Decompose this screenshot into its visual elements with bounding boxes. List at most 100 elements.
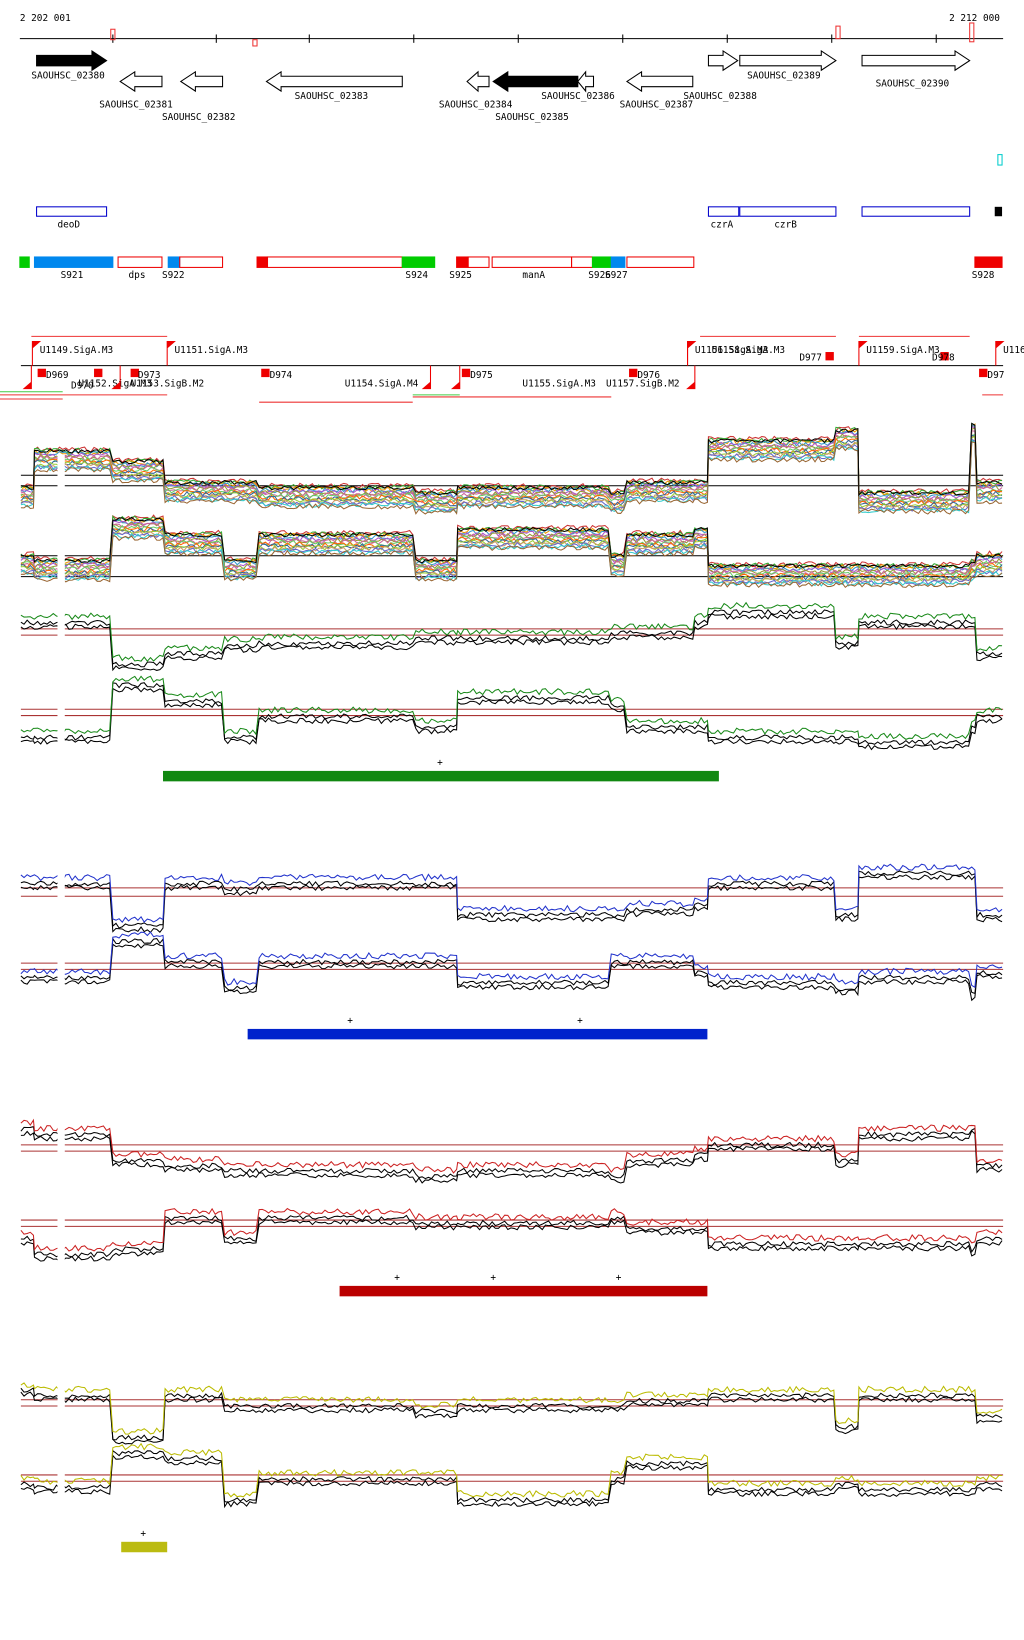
gene-arrow — [119, 70, 163, 93]
signal-line — [20, 1126, 1003, 1180]
signal-line — [20, 435, 1003, 510]
signal-line — [20, 863, 1003, 924]
terminator — [825, 352, 834, 361]
rna-box — [571, 256, 593, 268]
operon-box — [707, 206, 740, 217]
terminator-label: D973 — [138, 370, 161, 381]
signal-line — [20, 1214, 1003, 1258]
rna-label: S927 — [605, 270, 628, 281]
rna-box — [491, 256, 573, 268]
promoter-label: U1151.SigA.M3 — [174, 345, 248, 356]
signal-line — [20, 612, 1003, 672]
signal-line — [20, 528, 1003, 583]
condition-bar — [163, 770, 719, 782]
signal-line — [20, 682, 1003, 747]
signal-line — [20, 1391, 1003, 1445]
gene-label: SAOUHSC_02381 — [99, 100, 173, 111]
gene-arrow — [492, 70, 579, 93]
signal-line — [20, 422, 1003, 496]
terminator-label: D976 — [637, 370, 660, 381]
gap — [57, 1081, 65, 1176]
gene-arrow — [179, 70, 224, 93]
operon-box — [36, 206, 108, 217]
terminator-label: D975 — [470, 370, 493, 381]
promoter-label: U1156.SigA.M3 — [695, 345, 769, 356]
signal-line — [20, 870, 1003, 929]
promoter-label: U1159.SigA.M3 — [866, 345, 940, 356]
rna-box — [401, 256, 436, 268]
rna-box — [467, 256, 490, 268]
gene-arrow — [739, 49, 837, 72]
promoter-flag — [687, 341, 697, 366]
operon-box — [861, 206, 971, 217]
axis-feature — [969, 22, 975, 43]
gene-label: SAOUHSC_02387 — [620, 100, 694, 111]
rna-box — [167, 256, 181, 268]
signal-line — [20, 441, 1003, 515]
promoter-flag — [31, 341, 42, 366]
rna-label: dps — [129, 270, 146, 281]
condition-bar — [247, 1028, 708, 1040]
promoter-label: U1155.SigA.M3 — [522, 378, 596, 389]
operon-box — [994, 206, 1003, 217]
signal-line — [20, 434, 1003, 506]
terminator-label: D978 — [932, 352, 955, 363]
gene-arrow — [625, 70, 694, 93]
gene-label: SAOUHSC_02382 — [162, 112, 236, 123]
promoter-label: U1149.SigA.M3 — [40, 345, 114, 356]
gap — [57, 1342, 65, 1437]
condition-mark: + — [437, 758, 443, 769]
coordinate-start: 2 202 001 — [20, 13, 71, 24]
terminator — [261, 368, 270, 378]
gap — [57, 574, 65, 669]
gene-label: SAOUHSC_02384 — [439, 100, 513, 111]
gap — [57, 1436, 65, 1531]
condition-bar — [339, 1285, 708, 1297]
gene-arrow — [707, 49, 739, 72]
signal-line — [20, 1387, 1003, 1441]
condition-mark: + — [490, 1273, 496, 1284]
marker — [997, 154, 1003, 166]
condition-mark: + — [394, 1273, 400, 1284]
condition-bar — [121, 1541, 168, 1553]
coordinate-end: 2 212 000 — [949, 13, 1000, 24]
rna-label: S922 — [162, 270, 185, 281]
rna-box — [117, 256, 163, 268]
promoter-label: U1152.SigA.M3 — [78, 378, 152, 389]
gap — [57, 835, 65, 930]
signal-line — [20, 1219, 1003, 1262]
operon-label: deoD — [57, 220, 80, 231]
promoter-label: U116 — [1003, 345, 1024, 356]
gene-label: SAOUHSC_02385 — [495, 112, 569, 123]
signal-line — [20, 534, 1003, 589]
terminator — [979, 368, 988, 378]
promoter-flag — [451, 365, 461, 390]
signal-line — [20, 1118, 1003, 1174]
signal-line — [20, 608, 1003, 668]
gap — [57, 689, 65, 784]
signal-line — [20, 1129, 1003, 1184]
promoter-flag — [858, 341, 868, 366]
condition-mark: + — [140, 1529, 146, 1540]
signal-line — [20, 424, 1003, 495]
signal-line — [20, 1449, 1003, 1504]
gene-label: SAOUHSC_02390 — [876, 79, 950, 90]
rna-label: S925 — [449, 270, 472, 281]
terminator-label: D974 — [270, 370, 293, 381]
terminator-label: D970 — [71, 381, 94, 392]
terminator — [130, 368, 139, 378]
promoter-flag — [421, 365, 432, 390]
rna-box — [266, 256, 403, 268]
gene-label: SAOUHSC_02389 — [747, 70, 821, 81]
gap — [57, 929, 65, 1024]
gap — [57, 522, 65, 617]
promoter-flag — [995, 341, 1005, 366]
axis-feature — [835, 25, 841, 40]
rna-box — [179, 256, 224, 268]
rna-box — [974, 256, 1003, 268]
terminator — [94, 368, 103, 378]
promoter-flag — [686, 365, 696, 390]
promoter-label: U1158.SigA.M3 — [712, 345, 786, 356]
signal-line — [20, 686, 1003, 751]
gene-label: SAOUHSC_02386 — [541, 91, 615, 102]
